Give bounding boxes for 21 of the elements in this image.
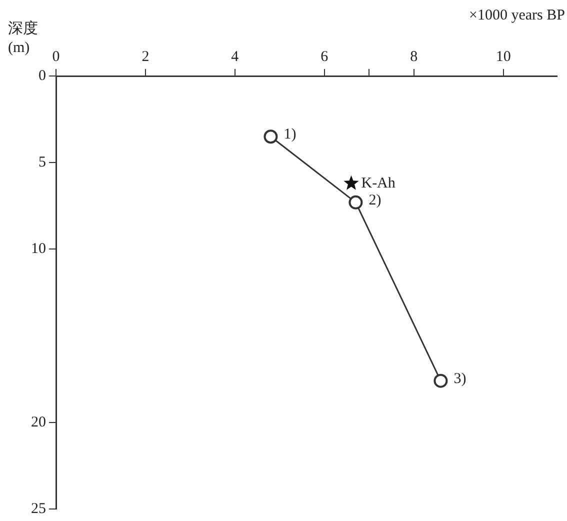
y-tick-label: 10 xyxy=(31,241,46,258)
point xyxy=(348,195,363,210)
x-tick-label: 6 xyxy=(320,48,329,65)
annotation: 2) xyxy=(368,192,382,208)
point xyxy=(344,175,359,190)
point xyxy=(434,374,448,388)
x-tick-label: 10 xyxy=(496,48,511,65)
y-tick-label: 0 xyxy=(38,68,46,84)
point xyxy=(264,130,278,144)
x-tick-label: 2 xyxy=(142,48,150,65)
x-tick-label: 0 xyxy=(52,48,60,65)
y-tick-label: 20 xyxy=(31,414,46,430)
y-tick-label: 25 xyxy=(31,500,46,517)
x-tick-label: 4 xyxy=(231,48,240,65)
series-label: K-Ah xyxy=(361,175,396,192)
annotation: 3) xyxy=(454,370,466,387)
y-tick-label: 5 xyxy=(38,154,46,171)
y-axis-title: 深度 (m) xyxy=(8,20,39,58)
x-axis-title: ×1000 years BP xyxy=(469,7,565,24)
annotation: 1) xyxy=(284,126,296,143)
x-tick-label: 8 xyxy=(410,48,418,65)
